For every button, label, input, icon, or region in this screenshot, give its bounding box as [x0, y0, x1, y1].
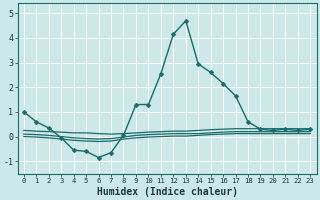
X-axis label: Humidex (Indice chaleur): Humidex (Indice chaleur): [97, 186, 237, 197]
